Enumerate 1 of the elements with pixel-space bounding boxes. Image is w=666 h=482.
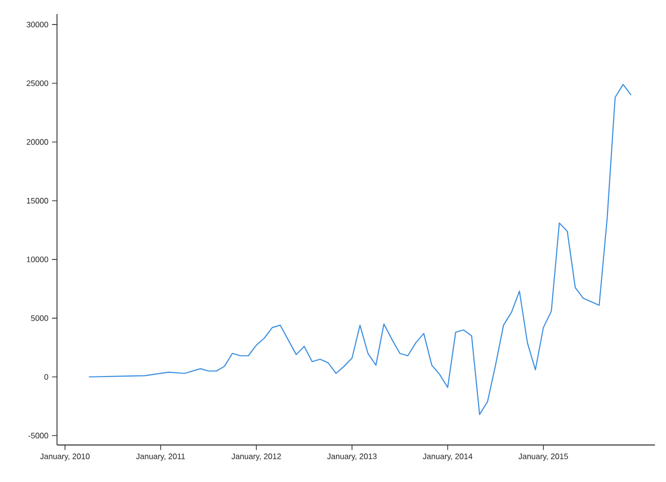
line-series <box>88 84 632 416</box>
